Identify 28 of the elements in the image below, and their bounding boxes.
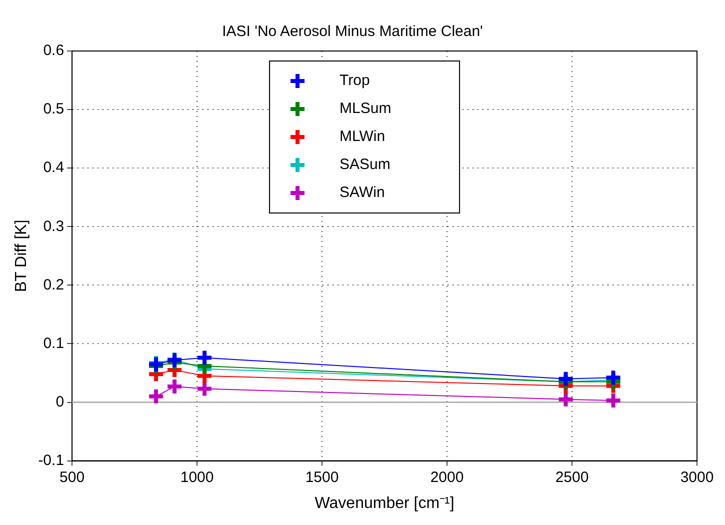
point xyxy=(556,390,575,408)
x-tick-label: 1500 xyxy=(305,468,339,486)
legend-label: SAWin xyxy=(340,184,385,202)
point xyxy=(196,348,214,367)
x-tick-label: 2500 xyxy=(555,468,589,486)
chart-title: IASI 'No Aerosol Minus Maritime Clean' xyxy=(222,23,484,40)
legend-label: MLWin xyxy=(340,128,386,146)
point xyxy=(604,368,622,387)
x-tick-label: 1000 xyxy=(180,468,214,486)
x-tick-label: 2000 xyxy=(430,468,464,486)
x-tick-label: 3000 xyxy=(680,468,714,486)
y-axis-title: BT Diff [K] xyxy=(13,220,30,292)
y-tick-label: 0.2 xyxy=(43,276,64,294)
point xyxy=(556,370,575,388)
y-tick-label: 0.5 xyxy=(43,100,64,118)
x-axis-title: Wavenumber [cm⁻¹] xyxy=(314,494,454,512)
y-tick-label: 0.4 xyxy=(43,159,64,176)
y-tick-label: 0 xyxy=(56,393,64,410)
y-tick-label: 0.3 xyxy=(43,218,64,235)
point xyxy=(147,387,166,406)
point xyxy=(604,392,622,410)
legend-label: MLSum xyxy=(340,100,392,118)
y-tick-label: 0.1 xyxy=(43,334,64,352)
x-tick-label: 500 xyxy=(60,468,85,486)
legend-label: SASum xyxy=(340,156,390,174)
legend-label: Trop xyxy=(340,72,370,90)
y-tick-label: 0.6 xyxy=(43,42,64,60)
y-tick-label: -0.1 xyxy=(38,452,64,469)
